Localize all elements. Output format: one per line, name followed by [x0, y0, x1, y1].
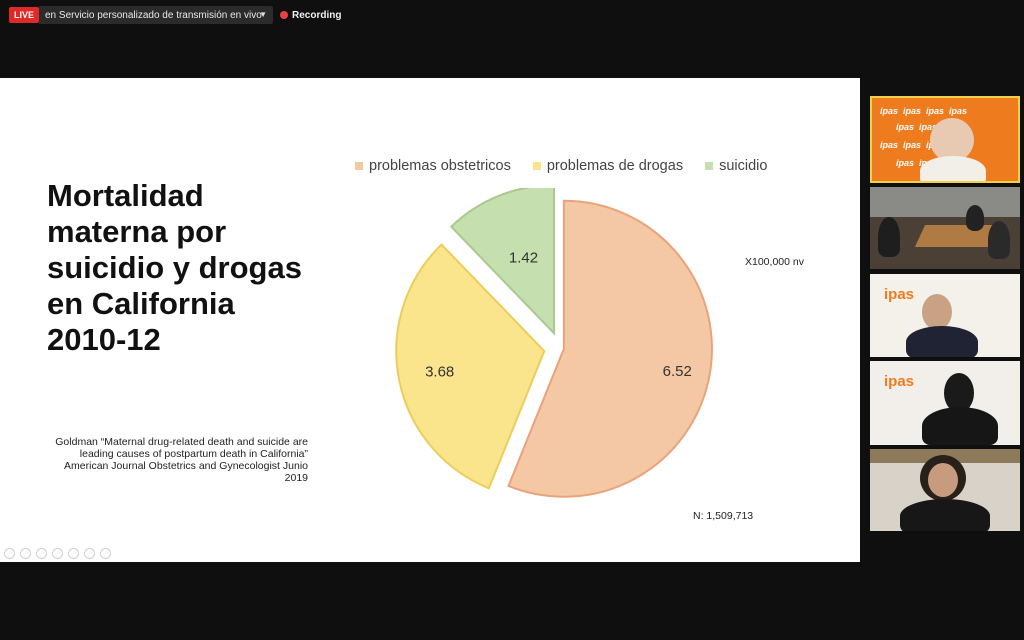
legend-swatch: [705, 162, 714, 170]
slice-obstetricos: [507, 199, 713, 498]
participant-body: [906, 326, 978, 357]
participant-tile-2[interactable]: [870, 187, 1020, 269]
slice-drogas: [395, 243, 546, 490]
participant-video: [922, 294, 952, 330]
legend-swatch: [532, 162, 541, 170]
conference-room-video: [870, 187, 1020, 217]
participant-tile-3[interactable]: ipas: [870, 274, 1020, 357]
participant-video: [944, 373, 974, 413]
pen-icon[interactable]: [36, 548, 47, 559]
prev-slide-icon[interactable]: [4, 548, 15, 559]
ipas-logo-icon: ipas: [884, 286, 915, 303]
legend-item-obstetricos: problemas obstetricos: [355, 158, 511, 174]
legend-item-drogas: problemas de drogas: [532, 158, 684, 174]
legend-label: problemas de drogas: [546, 158, 684, 174]
recording-label: Recording: [292, 9, 342, 21]
ipas-logo-icon: ipas: [884, 373, 915, 390]
zoom-icon[interactable]: [68, 548, 79, 559]
participant-body: [920, 156, 986, 181]
slide-title: Mortalidad materna por suicidio y drogas…: [47, 178, 302, 357]
pie-data-label: 3.68: [425, 363, 454, 380]
legend-swatch: [355, 162, 363, 170]
slide-citation: Goldman “Maternal drug-related death and…: [55, 436, 308, 484]
ipas-pattern-icon: ipas ipas ipas ipas: [880, 140, 968, 150]
stream-service-label: en Servicio personalizado de transmisión…: [45, 9, 262, 21]
legend-label: problemas obstetricos: [369, 158, 511, 174]
slide-toolbar: [4, 548, 111, 559]
more-options-icon[interactable]: [100, 548, 111, 559]
ipas-pattern-icon: ipas ipas ipas: [896, 122, 961, 132]
participant-tile-5[interactable]: [870, 449, 1020, 531]
stream-service-dropdown[interactable]: en Servicio personalizado de transmisión…: [39, 6, 273, 24]
subtitles-icon[interactable]: [84, 548, 95, 559]
pie-data-label: 1.42: [509, 250, 538, 267]
slice-suicidio: [449, 188, 556, 336]
shared-slide: Mortalidad materna por suicidio y drogas…: [0, 78, 860, 562]
legend-label: suicidio: [719, 158, 768, 174]
participant-tile-1[interactable]: ipas ipas ipas ipas ipas ipas ipas ipas …: [870, 96, 1020, 183]
next-slide-icon[interactable]: [20, 548, 31, 559]
pie-data-label: 6.52: [663, 363, 692, 380]
participant-face: [928, 463, 958, 497]
participant-video: [930, 118, 974, 162]
ipas-pattern-icon: ipas ipas ipas ipas: [880, 106, 968, 116]
live-badge: LIVE: [9, 7, 39, 23]
chevron-down-icon: ▼: [259, 10, 267, 19]
legend-item-suicidio: suicidio: [705, 158, 767, 174]
record-dot-icon: [280, 11, 288, 19]
slides-grid-icon[interactable]: [52, 548, 63, 559]
participant-body: [922, 407, 998, 445]
participant-tile-4[interactable]: ipas: [870, 361, 1020, 445]
chart-legend: problemas obstetricos problemas de droga…: [355, 158, 767, 174]
participant-video: [878, 217, 900, 257]
sample-size-note: N: 1,509,713: [693, 510, 754, 522]
participant-body: [900, 499, 990, 531]
participant-video: [988, 221, 1010, 259]
participant-video: [966, 205, 984, 231]
recording-indicator[interactable]: Recording: [280, 8, 341, 22]
pie-chart: 6.52 3.68 1.42: [395, 188, 713, 498]
unit-note: X100,000 nv: [745, 256, 804, 268]
